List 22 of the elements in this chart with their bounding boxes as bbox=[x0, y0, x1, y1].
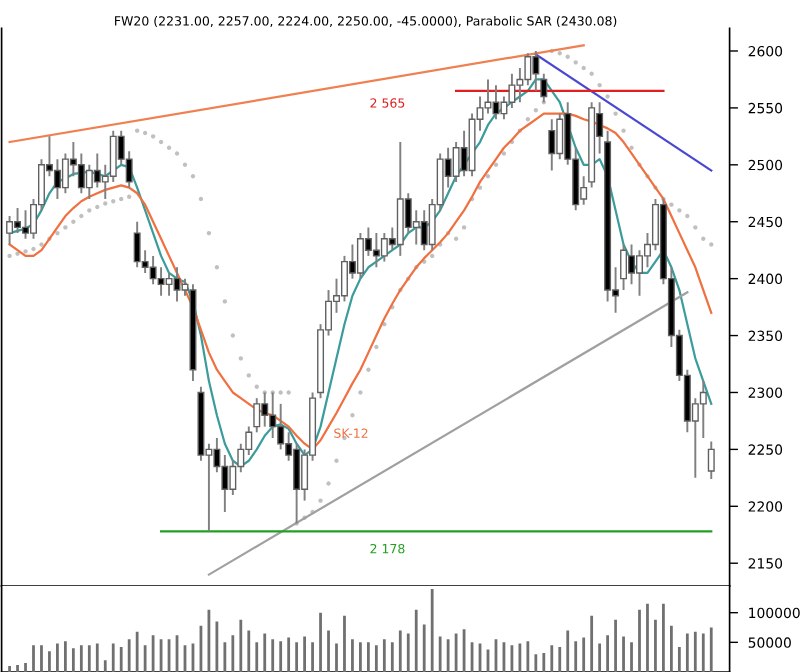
candlestick bbox=[157, 266, 165, 297]
candlestick bbox=[699, 380, 707, 439]
candlestick bbox=[53, 158, 61, 200]
candlestick bbox=[548, 118, 556, 172]
candlestick bbox=[396, 141, 404, 257]
candlestick bbox=[6, 215, 14, 246]
candlestick bbox=[14, 207, 22, 235]
candlestick bbox=[628, 243, 636, 286]
candlestick bbox=[492, 84, 500, 121]
candlestick bbox=[133, 220, 141, 269]
candlestick bbox=[77, 152, 85, 195]
candlestick bbox=[109, 129, 117, 183]
candlestick bbox=[356, 232, 364, 280]
candlestick bbox=[532, 50, 540, 92]
candlestick bbox=[253, 397, 261, 434]
candlestick bbox=[173, 266, 181, 303]
candlestick bbox=[165, 271, 173, 297]
candlestick bbox=[380, 232, 388, 263]
candlestick bbox=[372, 232, 380, 269]
candlestick bbox=[22, 209, 30, 240]
candlestick bbox=[707, 440, 715, 480]
candlestick bbox=[420, 209, 428, 252]
